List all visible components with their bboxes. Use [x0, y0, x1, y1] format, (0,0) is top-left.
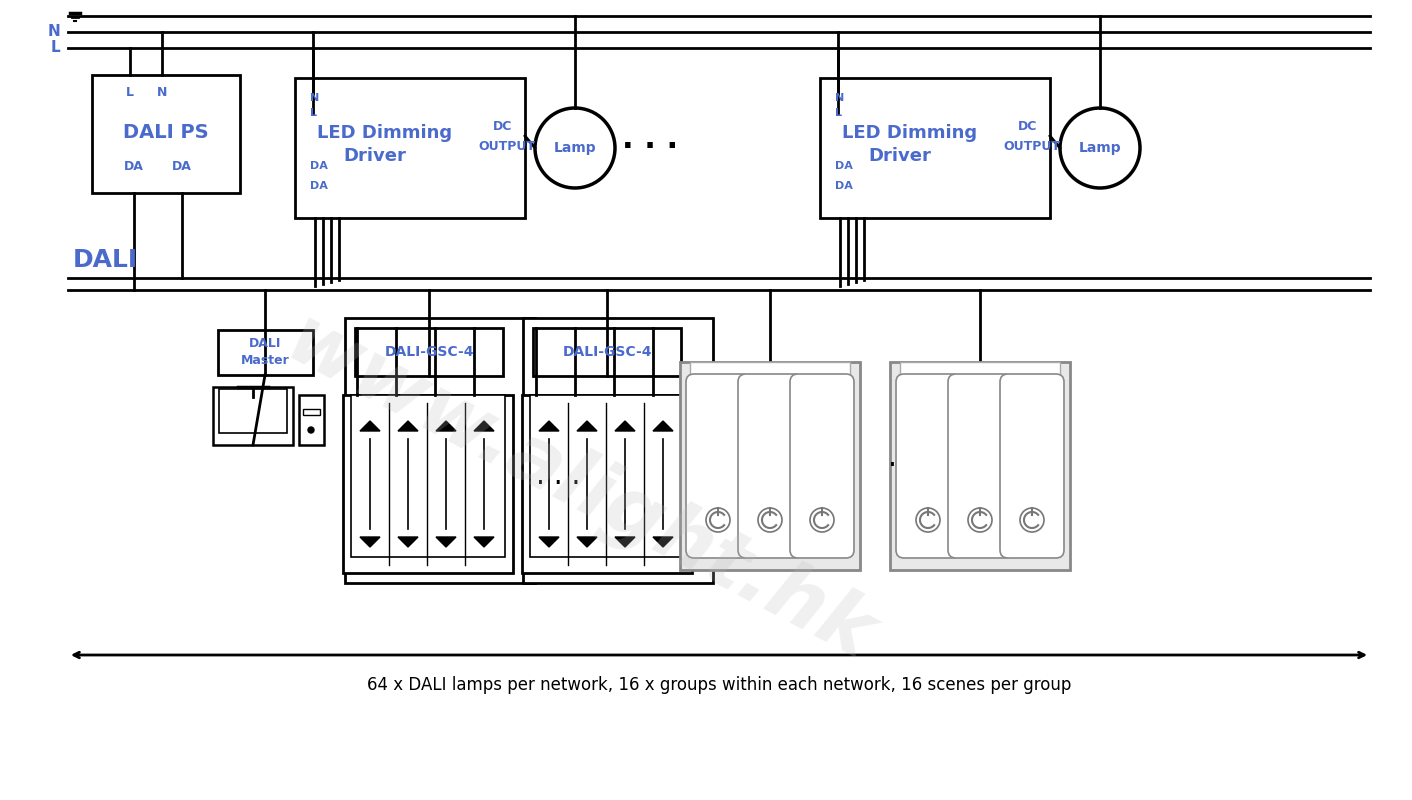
Text: · · ·: · · ·	[621, 134, 678, 162]
Polygon shape	[360, 537, 380, 547]
Text: DALI-GSC-4: DALI-GSC-4	[384, 345, 474, 359]
Text: OUTPUT: OUTPUT	[1004, 139, 1060, 153]
Polygon shape	[398, 421, 418, 431]
Polygon shape	[360, 421, 380, 431]
Text: L: L	[834, 108, 842, 118]
Text: L: L	[126, 86, 134, 99]
Circle shape	[1019, 508, 1043, 532]
Bar	[299, 395, 323, 445]
Text: DC: DC	[493, 119, 513, 133]
Text: www.alight.hk: www.alight.hk	[274, 302, 887, 678]
Circle shape	[308, 427, 313, 433]
Text: DA: DA	[834, 161, 853, 171]
Text: DA: DA	[834, 181, 853, 191]
Text: Lamp: Lamp	[1079, 141, 1121, 155]
FancyBboxPatch shape	[738, 374, 802, 558]
Text: L: L	[311, 108, 318, 118]
Bar	[343, 395, 513, 573]
Text: LED Dimming: LED Dimming	[318, 124, 453, 142]
Text: N: N	[157, 86, 167, 99]
Circle shape	[535, 108, 616, 188]
Bar	[354, 328, 503, 376]
FancyBboxPatch shape	[947, 374, 1012, 558]
Text: DA: DA	[172, 161, 192, 174]
Polygon shape	[616, 421, 635, 431]
Bar	[92, 75, 240, 193]
Polygon shape	[474, 537, 494, 547]
Text: N: N	[47, 25, 59, 39]
Polygon shape	[616, 537, 635, 547]
Text: OUTPUT: OUTPUT	[479, 139, 535, 153]
Bar	[213, 387, 294, 445]
Circle shape	[1060, 108, 1139, 188]
Bar	[690, 362, 850, 550]
Text: DALI
Master: DALI Master	[240, 337, 289, 367]
Polygon shape	[652, 537, 674, 547]
Polygon shape	[539, 421, 559, 431]
Bar	[530, 395, 683, 557]
Text: DA: DA	[311, 161, 328, 171]
Circle shape	[969, 508, 993, 532]
Circle shape	[810, 508, 834, 532]
Bar	[681, 362, 860, 570]
Text: Driver: Driver	[343, 147, 407, 165]
Bar	[345, 318, 535, 583]
Text: 64 x DALI lamps per network, 16 x groups within each network, 16 scenes per grou: 64 x DALI lamps per network, 16 x groups…	[367, 676, 1072, 694]
Polygon shape	[436, 421, 456, 431]
Text: LED Dimming: LED Dimming	[843, 124, 977, 142]
Text: · · ·: · · ·	[535, 470, 580, 498]
Bar	[352, 395, 505, 557]
Circle shape	[916, 508, 940, 532]
Polygon shape	[578, 537, 597, 547]
FancyBboxPatch shape	[789, 374, 854, 558]
Text: N: N	[834, 93, 844, 103]
Circle shape	[706, 508, 730, 532]
Text: DALI-GSC-4: DALI-GSC-4	[562, 345, 652, 359]
Bar	[820, 78, 1051, 218]
FancyBboxPatch shape	[897, 374, 960, 558]
Text: Driver: Driver	[868, 147, 932, 165]
Bar	[217, 330, 313, 375]
Bar	[899, 362, 1060, 550]
Text: N: N	[311, 93, 319, 103]
Circle shape	[758, 508, 782, 532]
FancyBboxPatch shape	[1000, 374, 1065, 558]
Bar	[522, 395, 692, 573]
Bar	[532, 328, 681, 376]
Text: DA: DA	[124, 161, 144, 174]
Polygon shape	[398, 537, 418, 547]
Text: DC: DC	[1018, 119, 1038, 133]
Bar	[304, 409, 321, 415]
Polygon shape	[578, 421, 597, 431]
Polygon shape	[436, 537, 456, 547]
Polygon shape	[652, 421, 674, 431]
Text: DALI: DALI	[73, 248, 138, 272]
FancyBboxPatch shape	[686, 374, 750, 558]
Bar	[295, 78, 525, 218]
Text: Lamp: Lamp	[554, 141, 596, 155]
Text: · · ·: · · ·	[888, 452, 932, 480]
Polygon shape	[539, 537, 559, 547]
Bar	[522, 318, 713, 583]
Text: DA: DA	[311, 181, 328, 191]
Polygon shape	[474, 421, 494, 431]
Text: L: L	[51, 41, 59, 55]
Bar	[219, 389, 287, 433]
Bar	[890, 362, 1070, 570]
Text: DALI PS: DALI PS	[123, 123, 209, 142]
